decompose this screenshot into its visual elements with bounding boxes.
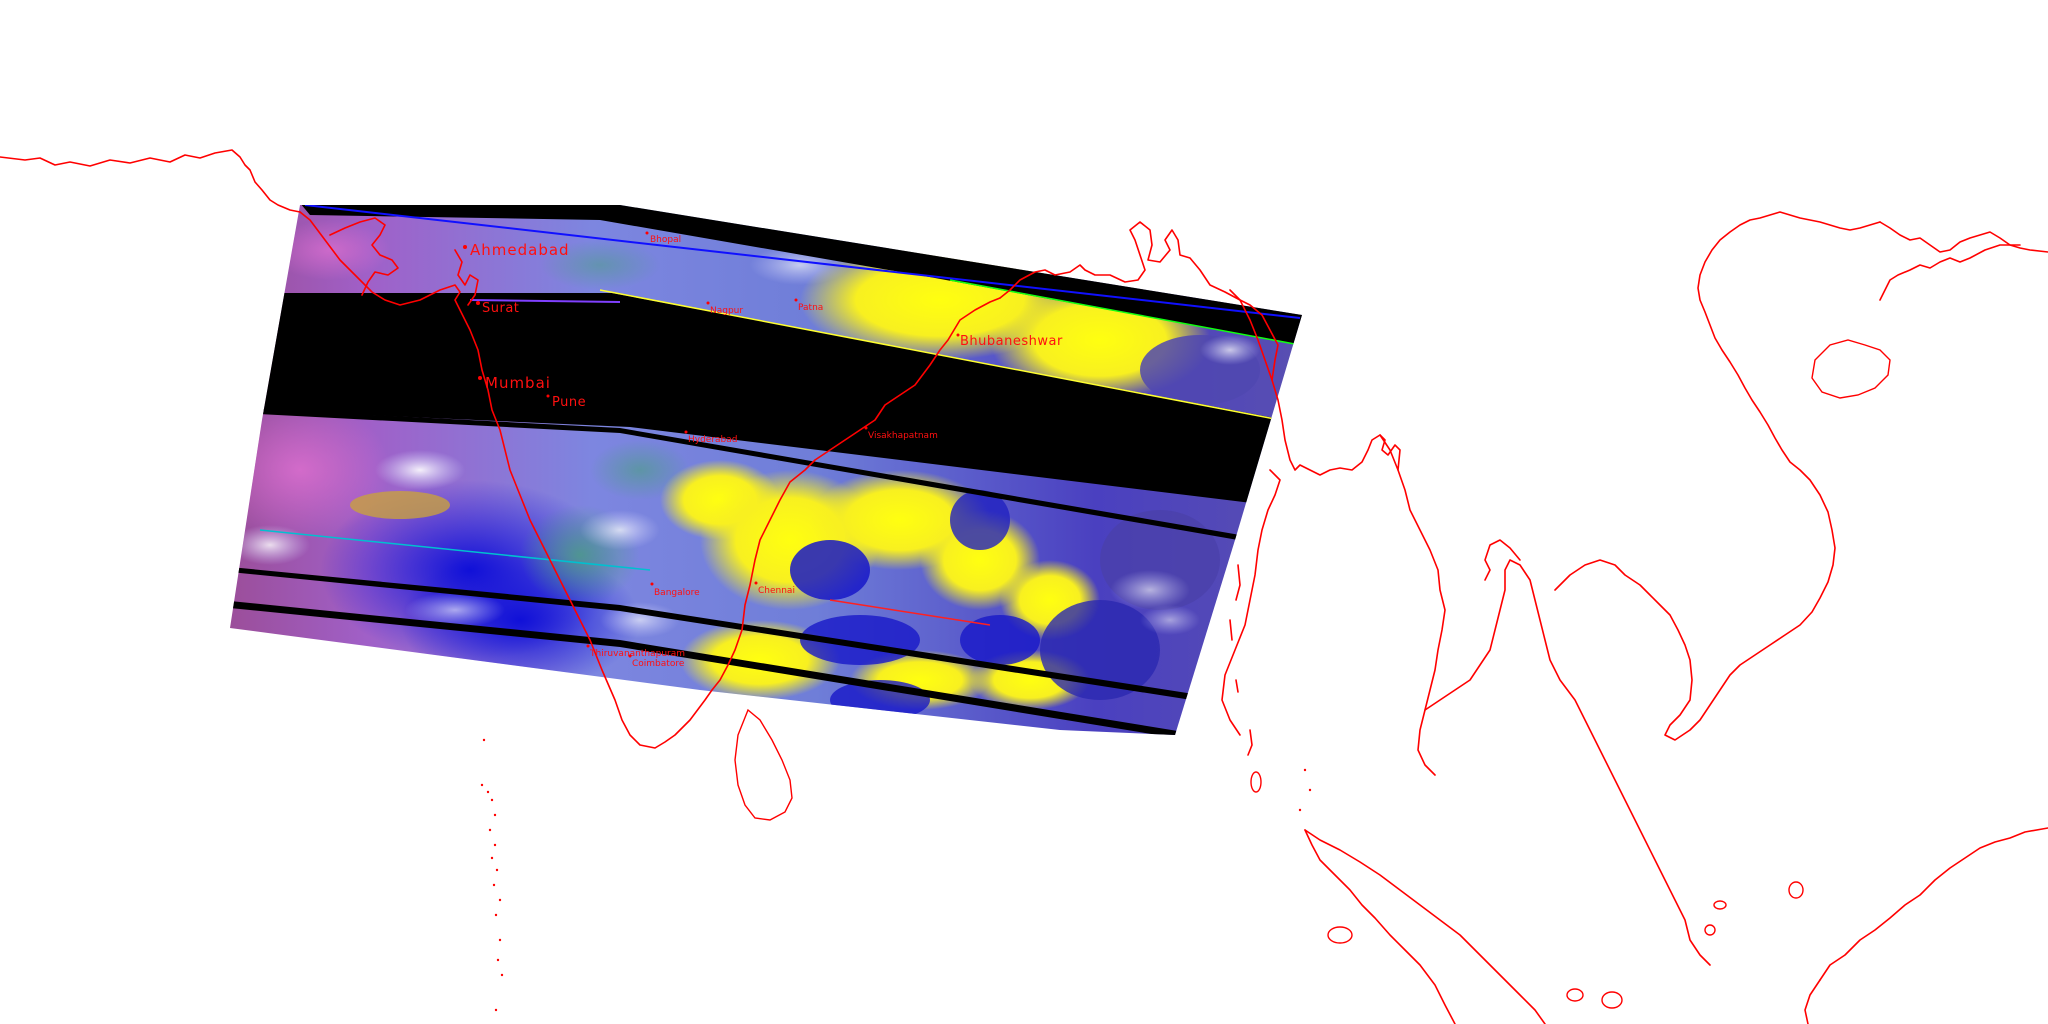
city-marker-bhubaneshwar: Bhubaneshwar: [956, 333, 1063, 349]
coastline: [1221, 469, 1281, 736]
city-labels: Ahmedabad Bhopal Surat Nagpur Patna Bhub…: [463, 231, 1063, 669]
coastline: [1250, 771, 1262, 793]
coastline: [1235, 564, 1241, 601]
city-marker-pune: Pune: [546, 394, 586, 410]
no-data-band: [255, 293, 1285, 505]
city-marker-chennai: Chennai: [754, 581, 795, 596]
city-label-visakhapatnam: Visakhapatnam: [868, 431, 938, 441]
city-marker-coimbatore: Coimbatore: [628, 654, 685, 669]
coastline: [1327, 926, 1353, 944]
coastline: [1788, 881, 1804, 899]
city-label-hyderabad: Hyderabad: [688, 435, 738, 445]
coastline-layer: [0, 149, 2048, 1024]
coastline: [1713, 900, 1727, 910]
no-data-band: [230, 566, 1200, 701]
coastline: [1811, 339, 1891, 399]
city-label-mumbai: Mumbai: [485, 374, 551, 392]
coastline: [1304, 829, 1456, 1024]
coastline: [1601, 991, 1623, 1009]
city-marker-mumbai: Mumbai: [478, 374, 551, 392]
satellite-swath: [230, 205, 1302, 735]
coastline: [299, 211, 1001, 749]
coastline: [454, 249, 479, 306]
coastline: [329, 217, 399, 296]
city-marker-surat: Surat: [476, 301, 519, 316]
coastline: [1235, 679, 1239, 693]
city-marker-bhopal: Bhopal: [645, 231, 681, 245]
city-marker-nagpur: Nagpur: [706, 301, 743, 316]
city-label-surat: Surat: [482, 301, 519, 316]
coastline: [1229, 289, 1279, 381]
no-data-band: [230, 600, 1190, 735]
city-label-bhopal: Bhopal: [650, 235, 681, 245]
coastline: [1704, 924, 1716, 936]
city-label-coimbatore: Coimbatore: [632, 659, 685, 669]
city-marker-bangalore: Bangalore: [650, 582, 700, 598]
city-marker-patna: Patna: [794, 298, 823, 313]
city-marker-thiruvananthapuram: Thiruvananthapuram: [586, 644, 685, 659]
coastline: [999, 221, 1401, 476]
city-label-ahmedabad: Ahmedabad: [470, 241, 570, 259]
coastline: [1879, 221, 2048, 253]
city-marker-ahmedabad: Ahmedabad: [463, 241, 570, 259]
coastline: [1554, 211, 1881, 741]
coastline: [1819, 827, 2048, 981]
city-label-bhubaneshwar: Bhubaneshwar: [960, 334, 1063, 349]
city-label-nagpur: Nagpur: [710, 306, 743, 316]
island-dots: [480, 738, 1312, 1012]
coastline: [1566, 988, 1584, 1002]
coastline: [1879, 244, 2021, 301]
city-label-pune: Pune: [552, 395, 586, 410]
coastline: [1304, 829, 1546, 1024]
coastline: [0, 149, 301, 213]
city-label-thiruvananthapuram: Thiruvananthapuram: [589, 649, 685, 659]
coastline: [1247, 729, 1253, 756]
coastline: [1484, 539, 1521, 581]
city-label-chennai: Chennai: [758, 586, 795, 596]
coastline: [1424, 559, 1711, 966]
coastline: [1804, 979, 1821, 1024]
coastline: [1379, 434, 1446, 776]
city-label-patna: Patna: [798, 303, 823, 313]
city-label-bangalore: Bangalore: [654, 588, 700, 598]
coastline: [1229, 619, 1233, 641]
city-marker-visakhapatnam: Visakhapatnam: [864, 426, 938, 441]
city-marker-hyderabad: Hyderabad: [684, 430, 738, 445]
coastline: [734, 708, 793, 821]
